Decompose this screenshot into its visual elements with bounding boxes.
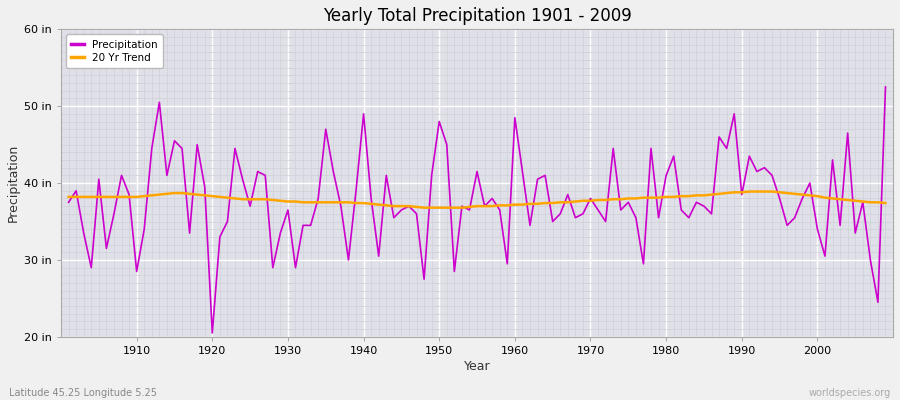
- Precipitation: [509, 115, 520, 120]
- 20 Yr Trend: [290, 199, 301, 204]
- Precipitation: [343, 258, 354, 262]
- Precipitation: [123, 192, 134, 197]
- Line: Precipitation: Precipitation: [68, 87, 886, 333]
- Y-axis label: Precipitation: Precipitation: [7, 144, 20, 222]
- Precipitation: [63, 200, 74, 205]
- Precipitation: [608, 146, 618, 151]
- 20 Yr Trend: [123, 194, 134, 199]
- 20 Yr Trend: [880, 201, 891, 206]
- Precipitation: [517, 169, 527, 174]
- Legend: Precipitation, 20 Yr Trend: Precipitation, 20 Yr Trend: [67, 34, 163, 68]
- Text: worldspecies.org: worldspecies.org: [809, 388, 891, 398]
- X-axis label: Year: Year: [464, 360, 490, 373]
- 20 Yr Trend: [509, 202, 520, 207]
- Text: Latitude 45.25 Longitude 5.25: Latitude 45.25 Longitude 5.25: [9, 388, 157, 398]
- Precipitation: [298, 223, 309, 228]
- Title: Yearly Total Precipitation 1901 - 2009: Yearly Total Precipitation 1901 - 2009: [323, 7, 632, 25]
- 20 Yr Trend: [336, 200, 346, 205]
- 20 Yr Trend: [744, 189, 755, 194]
- 20 Yr Trend: [63, 194, 74, 199]
- 20 Yr Trend: [517, 202, 527, 207]
- Precipitation: [880, 84, 891, 89]
- Line: 20 Yr Trend: 20 Yr Trend: [68, 192, 886, 208]
- 20 Yr Trend: [608, 197, 618, 202]
- 20 Yr Trend: [418, 205, 429, 210]
- Precipitation: [207, 331, 218, 336]
